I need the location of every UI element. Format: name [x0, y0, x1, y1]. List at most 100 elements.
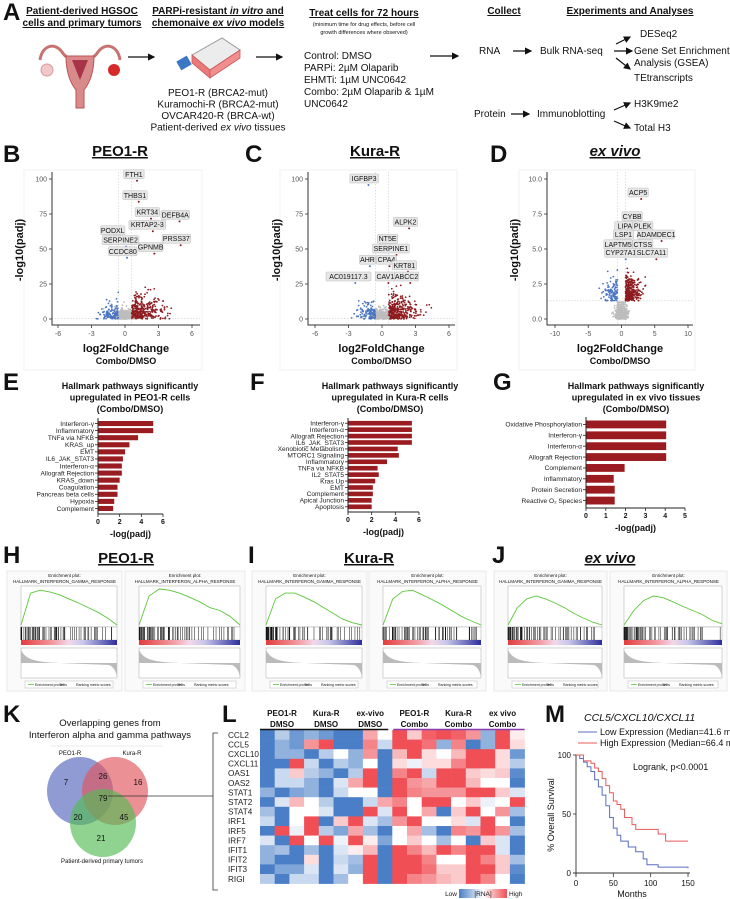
heatmap-group-label: ex-vivo: [356, 709, 384, 718]
x-tick-label: 6: [447, 331, 451, 338]
point-up: [135, 307, 138, 310]
x-tick-label: 3: [643, 513, 647, 520]
point-down: [609, 277, 612, 279]
x-axis-label: -log(padj): [363, 527, 404, 537]
point-down: [113, 310, 116, 313]
point-up: [131, 317, 133, 319]
heatmap-cell: [421, 854, 437, 865]
legend-hits: Hits: [664, 683, 670, 687]
point-down: [373, 308, 376, 311]
point-up: [394, 299, 397, 302]
point-up: [142, 304, 145, 307]
bar: [586, 453, 667, 461]
gsea-plot-header: Enrichment plot:: [534, 573, 567, 578]
point-up: [135, 291, 137, 293]
heatmap-cell: [407, 739, 422, 750]
x-axis-label: log2FoldChange: [83, 343, 169, 355]
legend-hits: Hits: [61, 683, 67, 687]
treatment-item: Control: DMSO: [304, 51, 372, 62]
legend-ranking-metric: Ranking metric scores: [194, 683, 229, 687]
rank-gradient-bar: [266, 640, 362, 645]
venn-count-kura-only: 16: [134, 778, 143, 787]
col2-header-line2-part: models: [246, 18, 284, 29]
point-ns: [624, 313, 626, 316]
point-up: [624, 286, 627, 289]
panel-letter-e: E: [3, 369, 19, 396]
bar-category-label: Oxidative Phosphorylation: [505, 422, 582, 429]
point-up: [393, 307, 396, 310]
gsea-group-title: Kura-R: [344, 550, 394, 567]
volcano-points: [350, 284, 433, 320]
point-down: [614, 289, 616, 292]
point-down: [600, 297, 602, 300]
y-axis-label: -log10(padj): [509, 219, 521, 282]
point-up: [147, 306, 150, 309]
heatmap-cell: [333, 806, 349, 817]
point-ns: [382, 304, 385, 307]
bar-category-label: Protein Secretion: [531, 487, 582, 494]
point-up: [141, 315, 144, 317]
volcano-title: Kura-R: [350, 143, 400, 160]
heatmap-cell: [304, 778, 320, 788]
point-ns: [620, 304, 622, 306]
heatmap-cell: [348, 749, 364, 760]
heatmap-cell: [509, 730, 525, 740]
point-up: [397, 303, 400, 306]
x-axis-sublabel: Combo/DMSO: [96, 356, 157, 366]
panel-letter-i: I: [248, 542, 255, 569]
heatmap-cell: [407, 826, 422, 836]
point-up: [136, 292, 139, 295]
gene-label-box: [372, 243, 410, 254]
x-tick-label: -6: [55, 331, 61, 338]
point-down: [370, 307, 373, 310]
heatmap-cell: [348, 854, 364, 865]
volcano-plot-c: C Kura-R IGFBP3 ALPK2 NT5E SERPINE1 AHR CPA4KRT…: [245, 141, 458, 371]
point-down: [608, 292, 611, 295]
point-up: [144, 293, 146, 296]
bar: [586, 420, 667, 429]
point-down: [368, 316, 371, 318]
legend-hits: Hits: [306, 683, 312, 687]
heatmap-cell: [509, 768, 525, 779]
heatmap-cell: [509, 778, 525, 788]
rna-label: RNA: [479, 46, 500, 57]
point-up: [628, 298, 631, 301]
x-tick-label: 2: [370, 517, 374, 524]
gene-label-box: [392, 217, 418, 227]
arrow-icon: [615, 57, 631, 70]
heatmap-cell: [274, 749, 290, 760]
bar-chart-title: upregulated in PEO1-R cells: [70, 393, 191, 403]
x-tick-label: 3: [414, 331, 418, 338]
bar: [98, 505, 114, 512]
heatmap-cell: [274, 768, 290, 779]
point-up: [142, 311, 145, 313]
point-ns: [613, 307, 616, 309]
bar-chart-f: F Hallmark pathways significantly upregula…: [250, 369, 458, 537]
heatmap-row-label: IRF7: [228, 836, 246, 845]
axes: [347, 418, 419, 513]
bar-chart-title: upregulated in ex vivo tissues: [572, 393, 701, 403]
point-up: [632, 271, 635, 274]
heatmap-cell: [304, 816, 320, 827]
heatmap-cell: [480, 806, 496, 817]
point-up: [168, 317, 171, 320]
point-up: [136, 301, 138, 304]
point-up: [145, 310, 148, 313]
point-ns: [622, 313, 625, 315]
heatmap-cell: [304, 806, 320, 817]
heatmap-cell: [451, 835, 467, 846]
bar-category-label: Inflammatory: [56, 428, 95, 435]
y-tick-label: 7.5: [532, 212, 542, 219]
legend-ranking-metric: Ranking metric scores: [321, 683, 356, 687]
point-down: [614, 293, 617, 296]
heatmap-cell: [392, 854, 408, 865]
gene-label-text: SERPINE1: [374, 246, 409, 253]
heatmap-cell: [465, 845, 481, 856]
point-up: [140, 293, 142, 295]
heatmap-cell: [392, 730, 408, 740]
point-down: [116, 307, 119, 310]
point-up: [636, 286, 639, 289]
